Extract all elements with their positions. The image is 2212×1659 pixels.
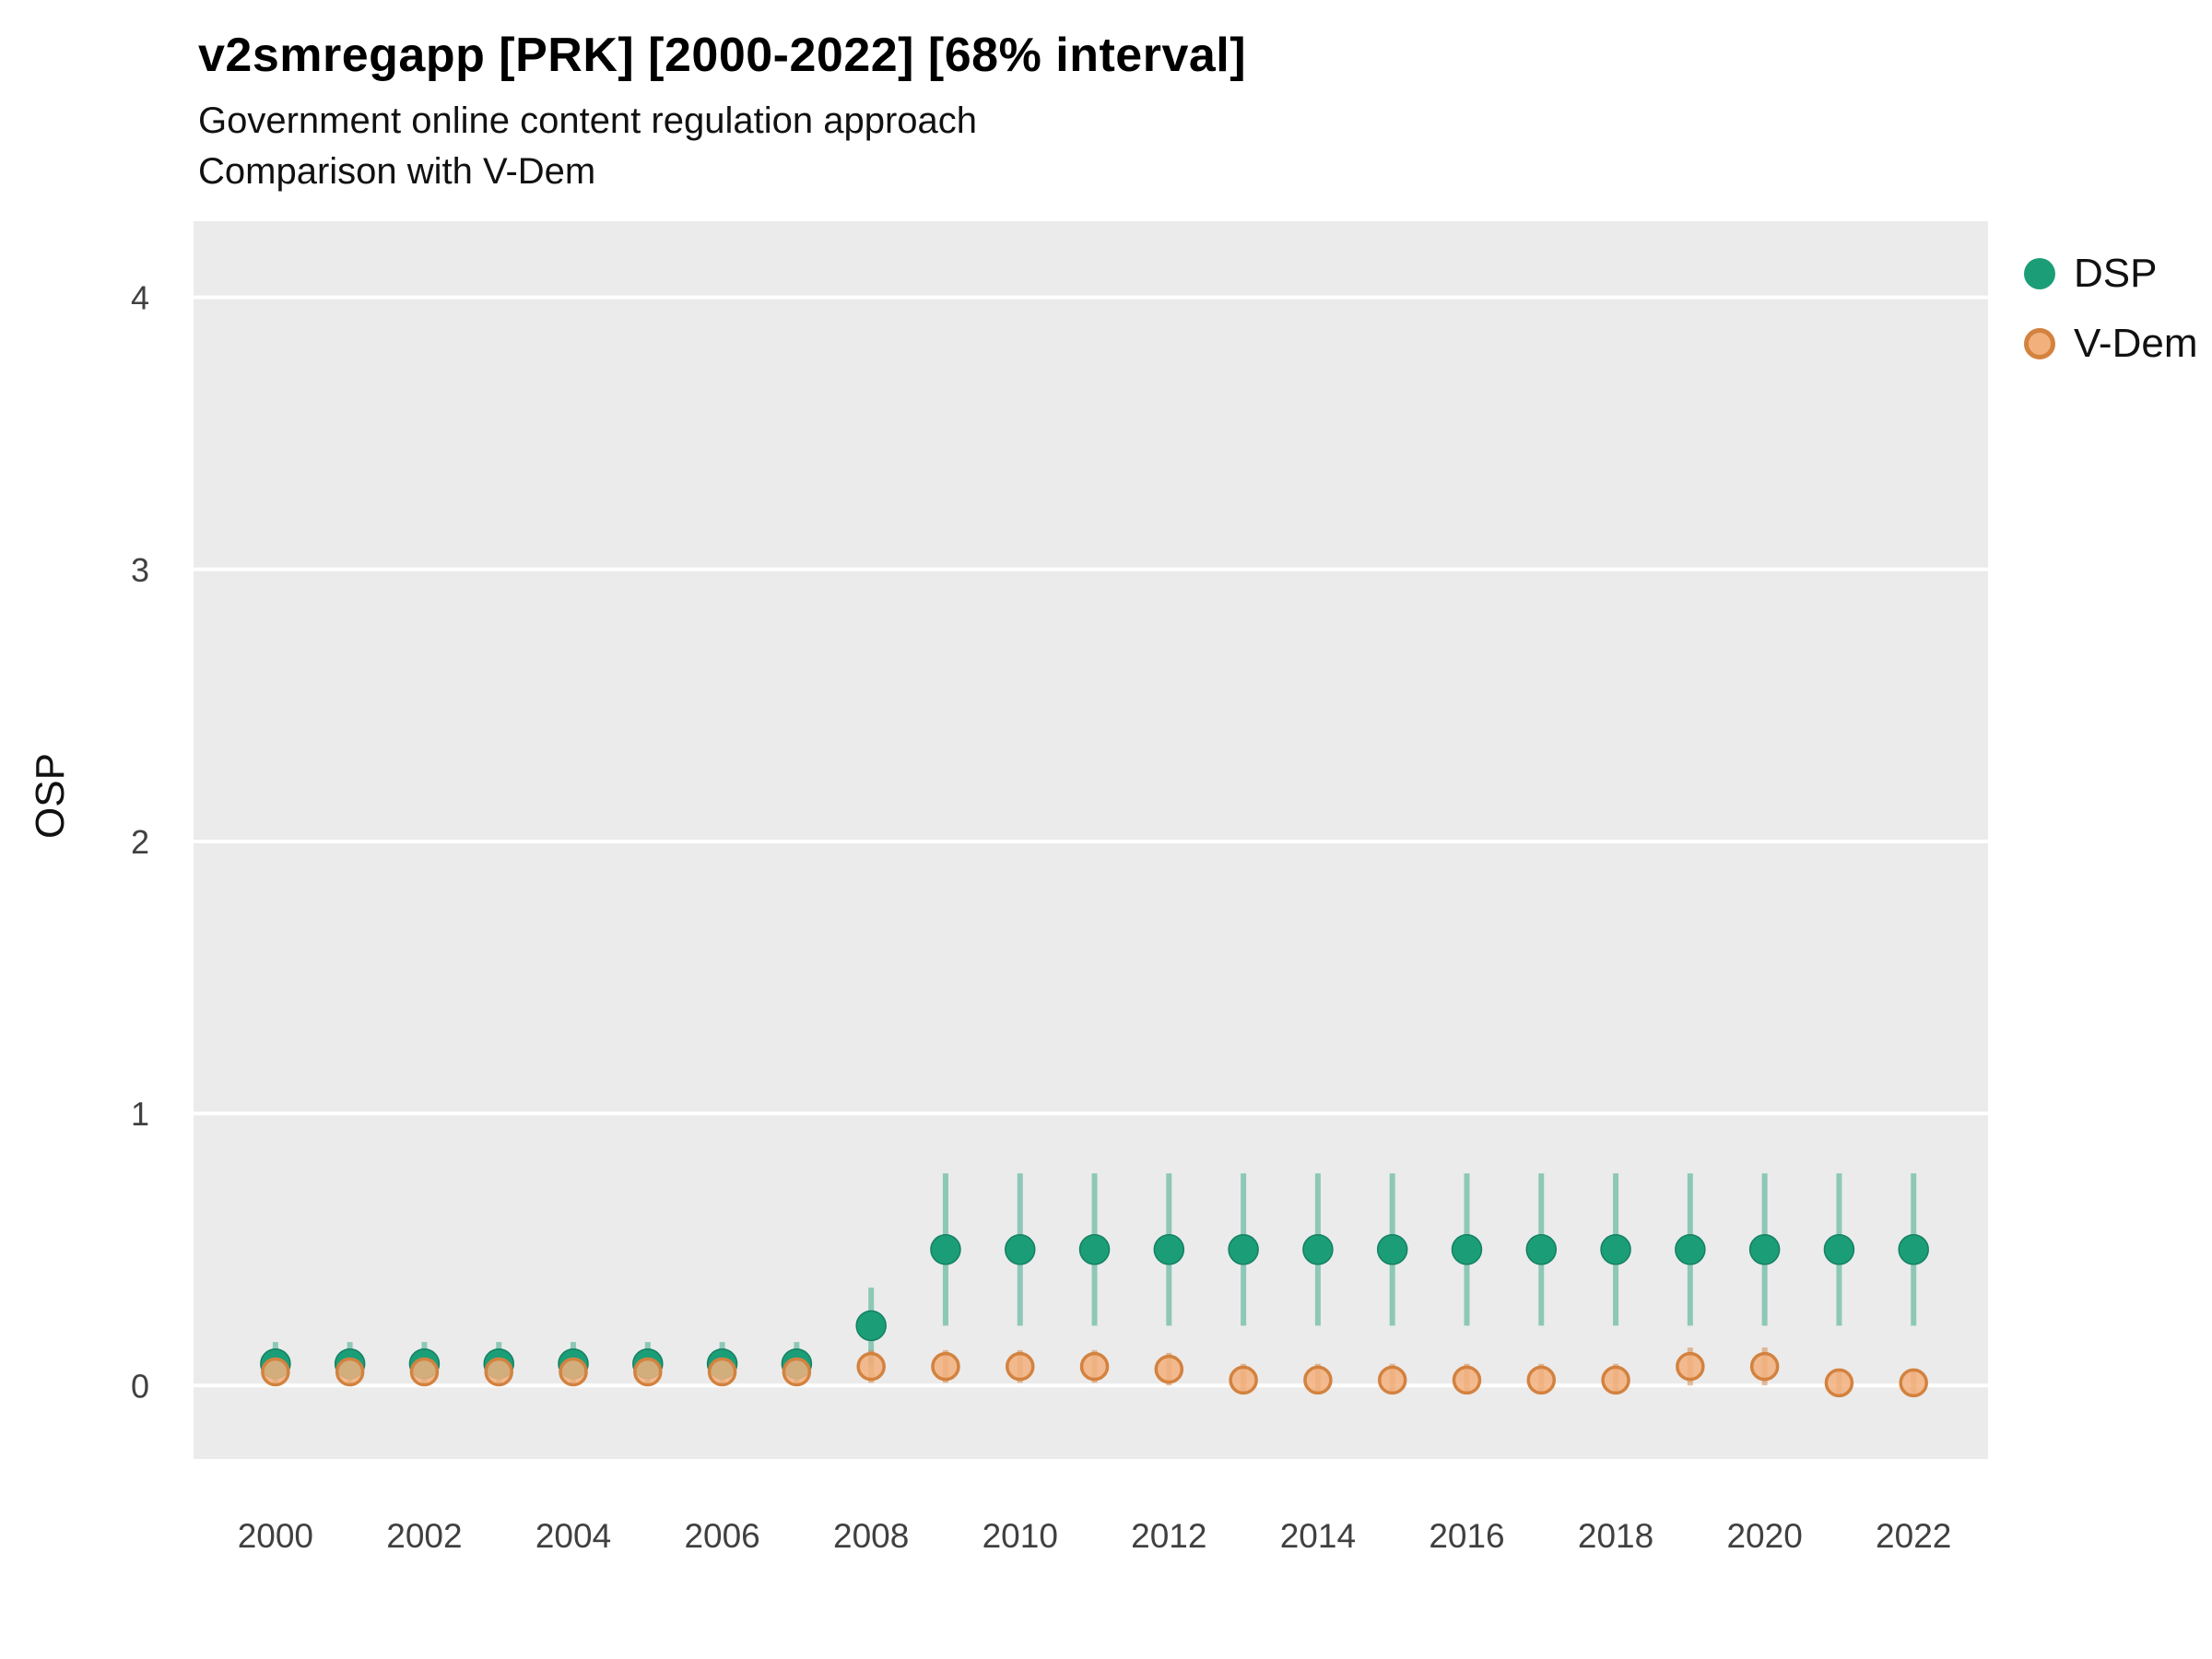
- vdem-point: [484, 1357, 513, 1387]
- y-tick-label: 0: [131, 1367, 149, 1405]
- vdem-point: [1377, 1365, 1407, 1395]
- dsp-legend-swatch-icon: [2024, 258, 2055, 289]
- y-tick-label: 3: [131, 551, 149, 589]
- chart-subtitle-line2: Comparison with V-Dem: [198, 151, 596, 193]
- chart-subtitle-line1: Government online content regulation app…: [198, 100, 977, 141]
- vdem-point: [1749, 1351, 1780, 1382]
- vdem-point: [633, 1357, 663, 1387]
- vdem-point: [1899, 1368, 1928, 1398]
- vdem-point: [1229, 1365, 1258, 1395]
- dsp-point: [1005, 1233, 1036, 1265]
- x-tick-label: 2004: [535, 1517, 611, 1555]
- dsp-point: [1302, 1233, 1334, 1265]
- vdem-point: [335, 1357, 365, 1387]
- y-tick-label: 1: [131, 1095, 149, 1133]
- legend-item-dsp: DSP: [2024, 251, 2197, 297]
- vdem-point: [1601, 1365, 1630, 1395]
- legend: DSP V-Dem: [2024, 251, 2197, 367]
- dsp-point: [1451, 1233, 1483, 1265]
- y-tick-label: 4: [131, 279, 149, 317]
- dsp-point: [1823, 1233, 1855, 1265]
- dsp-point: [1376, 1233, 1408, 1265]
- vdem-point: [1452, 1365, 1482, 1395]
- dsp-point: [855, 1310, 887, 1342]
- dsp-point: [1228, 1233, 1259, 1265]
- x-tick-label: 2000: [238, 1517, 313, 1555]
- chart-header: v2smregapp [PRK] [2000-2022] [68% interv…: [198, 28, 1246, 197]
- vdem-point: [559, 1357, 588, 1387]
- dsp-point: [1600, 1233, 1631, 1265]
- vdem-point: [1079, 1351, 1110, 1382]
- x-tick-label: 2018: [1578, 1517, 1653, 1555]
- dsp-point: [1675, 1233, 1706, 1265]
- vdem-point: [782, 1357, 812, 1387]
- x-tick-label: 2014: [1280, 1517, 1356, 1555]
- legend-label-dsp: DSP: [2074, 251, 2158, 296]
- x-tick-label: 2002: [386, 1517, 462, 1555]
- x-tick-label: 2020: [1726, 1517, 1802, 1555]
- vdem-point: [707, 1357, 737, 1387]
- x-tick-label: 2022: [1876, 1517, 1951, 1555]
- x-tick-label: 2006: [684, 1517, 759, 1555]
- vdem-legend-swatch-icon: [2024, 328, 2055, 359]
- vdem-point: [931, 1351, 960, 1382]
- x-tick-label: 2012: [1131, 1517, 1206, 1555]
- dsp-point: [1078, 1233, 1111, 1265]
- vdem-point: [1676, 1351, 1705, 1382]
- dsp-point: [930, 1233, 961, 1265]
- vdem-point: [1006, 1351, 1035, 1382]
- vdem-point: [409, 1357, 440, 1387]
- x-tick-label: 2008: [833, 1517, 909, 1555]
- dsp-point: [1748, 1233, 1781, 1265]
- x-tick-label: 2010: [982, 1517, 1058, 1555]
- dsp-point: [1153, 1233, 1185, 1265]
- vdem-point: [1154, 1354, 1184, 1384]
- vdem-point: [856, 1351, 886, 1382]
- vdem-point: [1526, 1365, 1557, 1395]
- dsp-point: [1525, 1233, 1558, 1265]
- y-tick-label: 2: [131, 823, 149, 861]
- vdem-point: [1303, 1365, 1333, 1395]
- legend-item-vdem: V-Dem: [2024, 321, 2197, 367]
- vdem-point: [261, 1357, 290, 1387]
- dsp-point: [1898, 1233, 1929, 1265]
- chart-title: v2smregapp [PRK] [2000-2022] [68% interv…: [198, 29, 1247, 82]
- vdem-point: [1824, 1368, 1854, 1398]
- x-tick-label: 2016: [1429, 1517, 1504, 1555]
- legend-label-vdem: V-Dem: [2074, 321, 2198, 366]
